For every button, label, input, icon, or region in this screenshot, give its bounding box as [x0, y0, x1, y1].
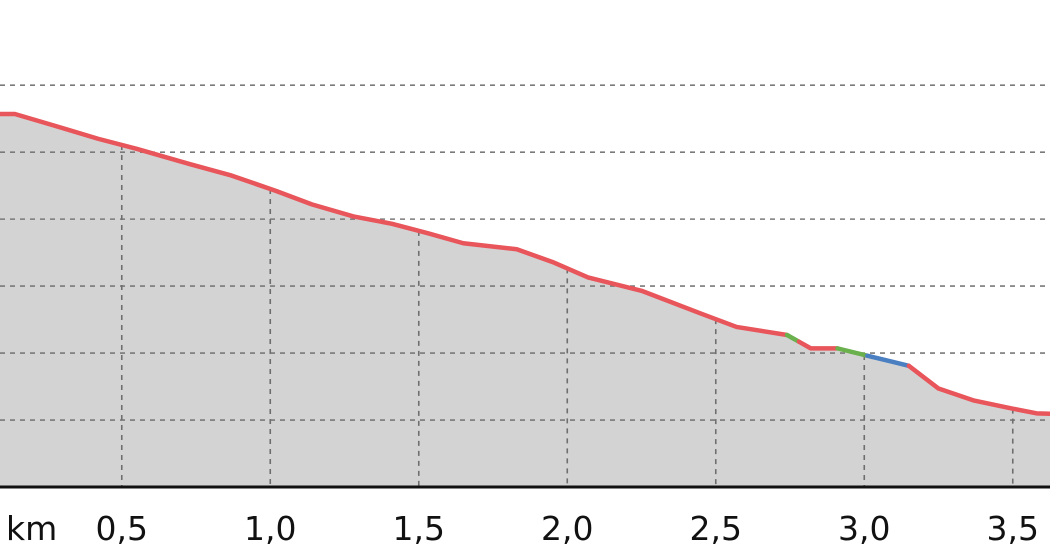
x-tick-label: 0,5 [96, 509, 148, 548]
x-tick-label: 1,5 [393, 509, 445, 548]
profile-line-layer [0, 111, 1050, 417]
horizontal-gridlines [0, 84, 1050, 421]
profile-segment-green [835, 346, 870, 358]
x-tick-label: 3,0 [838, 509, 890, 548]
profile-segment-blue [864, 353, 912, 369]
elevation-area [0, 113, 1050, 487]
profile-segment-default [796, 339, 840, 351]
x-tick-labels: 0,5 1,0 1,5 2,0 2,5 3,0 3,5 [96, 509, 1039, 548]
area-layer [0, 113, 1050, 487]
x-tick-label: 2,0 [541, 509, 593, 548]
x-unit-label: km [6, 509, 57, 548]
profile-segment-default [906, 363, 1050, 417]
x-tick-label: 1,0 [244, 509, 296, 548]
profile-segment-green [784, 332, 802, 344]
vertical-gridlines [120, 144, 1014, 487]
x-tick-label: 2,5 [690, 509, 742, 548]
x-tick-label: 3,5 [987, 509, 1039, 548]
profile-segment-default [0, 111, 790, 338]
